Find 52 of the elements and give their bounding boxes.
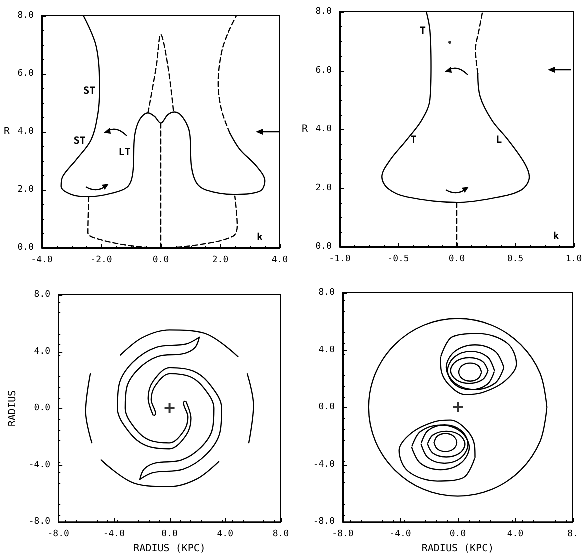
- y-tick-label: 4.0: [316, 124, 332, 134]
- y-tick-label: 0.0: [318, 402, 335, 413]
- x-tick-label: 2.0: [212, 256, 229, 266]
- x-tick-label: 0.0: [162, 530, 178, 540]
- x-tick-label: -0.5: [388, 254, 410, 264]
- x-tick-label: 1.0: [566, 254, 582, 264]
- y-tick-label: 4.0: [18, 127, 34, 137]
- annotation: k: [553, 231, 560, 242]
- x-axis-title: RADIUS (KPC): [422, 544, 494, 554]
- y-tick-label: 8.0: [18, 11, 34, 21]
- y-tick-label: -4.0: [313, 460, 335, 470]
- x-tick-label: -1.0: [329, 254, 351, 264]
- x-tick-label: -8.0: [332, 530, 354, 540]
- x-tick-label: 4.0: [217, 530, 234, 540]
- y-tick-label: 0.0: [18, 243, 34, 253]
- x-tick-label: 4.0: [507, 530, 524, 540]
- annotation: ST: [74, 136, 86, 148]
- y-tick-label: -8.0: [28, 517, 51, 528]
- x-tick-label: 0.0: [152, 256, 170, 266]
- x-tick-label: -4.0: [390, 530, 412, 540]
- x-tick-label: -2.0: [90, 256, 112, 266]
- y-tick-label: 8.0: [34, 290, 51, 300]
- y-tick-label: 2.0: [18, 185, 34, 195]
- annotation: LT: [118, 148, 131, 159]
- x-tick-label: 0.0: [448, 254, 466, 264]
- y-axis-title: R: [302, 124, 309, 135]
- annotation: T: [420, 26, 426, 38]
- y-tick-label: 2.0: [316, 183, 332, 194]
- y-tick-label: 8.0: [316, 7, 332, 17]
- y-tick-label: 0.0: [34, 404, 51, 414]
- y-axis-title: RADIUS: [8, 390, 18, 427]
- x-tick-label: 8.: [568, 530, 578, 540]
- y-tick-label: 6.0: [18, 69, 34, 79]
- y-axis-title: R: [4, 126, 11, 138]
- x-tick-label: -8.0: [48, 530, 70, 540]
- y-tick-label: 6.0: [316, 66, 332, 76]
- x-tick-label: 0.0: [450, 530, 466, 540]
- y-tick-label: -4.0: [28, 460, 51, 470]
- annotation: k: [256, 232, 264, 244]
- annotation: T: [410, 134, 417, 146]
- y-tick-label: 4.0: [318, 345, 335, 356]
- y-tick-label: 4.0: [34, 346, 51, 357]
- annotation: ST: [84, 86, 96, 98]
- y-tick-label: -8.0: [313, 517, 335, 528]
- x-tick-label: 0.5: [507, 254, 524, 264]
- x-tick-label: 4.0: [272, 256, 288, 266]
- x-tick-label: 8.0: [272, 530, 290, 540]
- annotation: L: [496, 134, 502, 146]
- x-axis-title: RADIUS (KPC): [134, 544, 206, 554]
- y-tick-label: 0.0: [316, 242, 332, 252]
- y-tick-label: 8.0: [318, 288, 335, 298]
- x-tick-label: -4.0: [103, 530, 126, 540]
